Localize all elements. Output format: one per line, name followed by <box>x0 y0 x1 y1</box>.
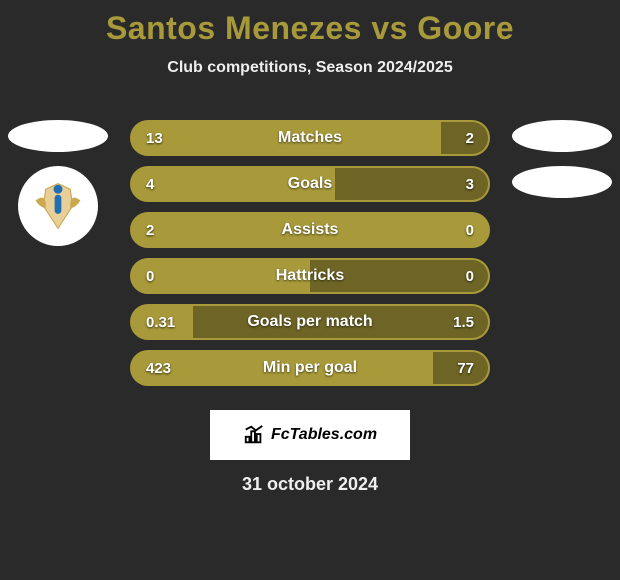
bar-right-fill <box>433 352 488 384</box>
brand-label: FcTables.com <box>271 426 377 444</box>
stat-left-value: 13 <box>146 122 163 154</box>
right-player-column <box>512 120 612 212</box>
player-photo-placeholder <box>512 120 612 152</box>
stat-bar: 132Matches <box>130 120 490 156</box>
club-crest-icon <box>30 178 86 234</box>
bar-right-fill <box>335 168 488 200</box>
bar-right-fill <box>310 260 488 292</box>
stats-bars: 132Matches43Goals20Assists00Hattricks0.3… <box>130 120 490 396</box>
stat-label: Assists <box>132 214 488 246</box>
date-label: 31 october 2024 <box>0 474 620 495</box>
stat-left-value: 4 <box>146 168 154 200</box>
stat-left-value: 0 <box>146 260 154 292</box>
player-photo-placeholder <box>512 166 612 198</box>
stat-bar: 43Goals <box>130 166 490 202</box>
stat-bar: 0.311.5Goals per match <box>130 304 490 340</box>
club-badge-left <box>18 166 98 246</box>
player-photo-placeholder <box>8 120 108 152</box>
bar-right-fill <box>441 122 488 154</box>
stat-bar: 42377Min per goal <box>130 350 490 386</box>
bar-right-fill <box>193 306 488 338</box>
page-title: Santos Menezes vs Goore <box>0 0 620 47</box>
left-player-column <box>8 120 108 246</box>
stat-label: Matches <box>132 122 488 154</box>
subtitle: Club competitions, Season 2024/2025 <box>0 59 620 77</box>
stat-right-value: 0 <box>466 214 474 246</box>
stat-left-value: 0.31 <box>146 306 175 338</box>
stat-left-value: 2 <box>146 214 154 246</box>
stat-left-value: 423 <box>146 352 171 384</box>
brand-box: FcTables.com <box>210 410 410 460</box>
brand-chart-icon <box>243 424 265 446</box>
stat-bar: 00Hattricks <box>130 258 490 294</box>
stat-bar: 2 0Assists <box>130 212 490 248</box>
